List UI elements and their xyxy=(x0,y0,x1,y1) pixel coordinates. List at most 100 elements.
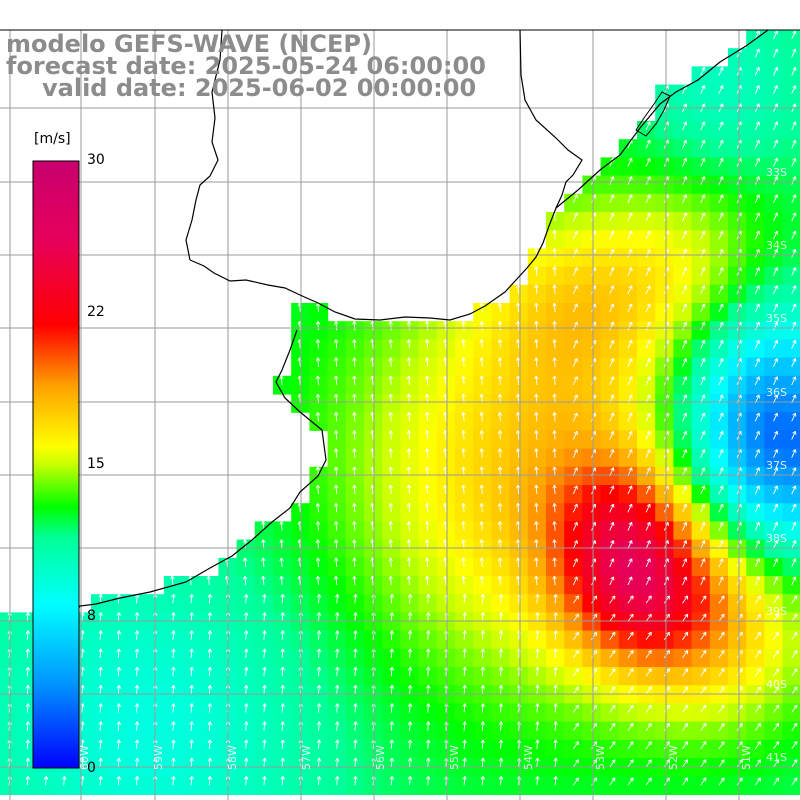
field-cell xyxy=(618,776,638,795)
wind-arrow xyxy=(335,594,340,604)
wind-arrow xyxy=(572,358,578,367)
field-cell xyxy=(709,175,729,195)
field-cell xyxy=(600,685,620,704)
wind-arrow xyxy=(627,285,633,295)
wind-arrow xyxy=(262,630,267,640)
field-cell xyxy=(400,594,420,613)
field-cell xyxy=(782,448,800,468)
field-cell xyxy=(473,594,492,613)
field-cell xyxy=(691,667,711,686)
field-cell xyxy=(455,412,474,431)
wind-arrow xyxy=(773,777,780,786)
field-cell xyxy=(728,394,747,413)
wind-arrow xyxy=(700,212,706,222)
wind-arrow xyxy=(627,558,633,568)
field-cell xyxy=(327,721,347,741)
field-cell xyxy=(564,430,583,450)
field-cell xyxy=(91,594,110,613)
field-cell xyxy=(637,721,656,741)
field-cell xyxy=(364,721,383,741)
wind-arrow xyxy=(407,594,413,604)
field-cell xyxy=(382,321,401,340)
field-cell xyxy=(455,557,474,577)
field-cell xyxy=(527,448,547,468)
field-cell xyxy=(527,703,547,723)
field-cell xyxy=(18,685,37,704)
field-cell xyxy=(455,721,474,741)
wind-arrow xyxy=(315,321,321,331)
field-cell xyxy=(691,412,711,431)
field-cell xyxy=(254,576,274,595)
wind-arrow xyxy=(627,521,633,531)
field-cell xyxy=(491,321,511,340)
field-cell xyxy=(200,648,219,668)
field-cell xyxy=(728,503,747,522)
wind-arrow xyxy=(98,757,103,768)
wind-arrow xyxy=(462,721,467,731)
wind-arrow xyxy=(609,686,616,695)
wind-arrow xyxy=(389,594,395,604)
wind-arrow xyxy=(480,685,486,695)
field-cell xyxy=(564,212,583,231)
wind-arrow xyxy=(736,777,743,786)
wind-arrow xyxy=(353,594,358,604)
field-cell xyxy=(382,594,401,613)
wind-arrow xyxy=(352,575,357,586)
wind-arrow xyxy=(352,539,357,549)
field-cell xyxy=(473,630,492,650)
field-cell xyxy=(436,557,456,577)
wind-arrow xyxy=(773,540,779,549)
field-cell xyxy=(764,139,784,158)
wind-arrow xyxy=(25,739,31,749)
wind-arrow xyxy=(682,412,688,422)
field-cell xyxy=(618,667,638,686)
field-cell xyxy=(564,412,583,431)
field-cell xyxy=(618,375,638,395)
wind-arrow xyxy=(262,612,267,622)
field-cell xyxy=(655,394,674,413)
wind-arrow xyxy=(609,668,616,677)
field-cell xyxy=(436,630,456,650)
field-cell xyxy=(618,685,638,704)
wind-arrow xyxy=(736,631,743,640)
wind-arrow xyxy=(116,703,122,713)
wind-arrow xyxy=(333,357,339,367)
wind-arrow xyxy=(552,539,557,549)
wind-arrow xyxy=(773,558,779,568)
wind-arrow xyxy=(773,85,779,94)
field-cell xyxy=(418,594,438,613)
wind-arrow xyxy=(718,503,724,513)
field-cell xyxy=(382,630,401,650)
field-cell xyxy=(364,485,383,504)
field-cell xyxy=(527,630,547,650)
field-cell xyxy=(746,776,765,795)
wind-arrow xyxy=(389,685,395,695)
field-cell xyxy=(709,284,729,304)
field-cell xyxy=(655,248,674,268)
wind-arrow xyxy=(335,739,340,749)
field-cell xyxy=(382,703,401,723)
field-cell xyxy=(618,139,638,158)
wind-arrow xyxy=(700,722,707,731)
wind-arrow xyxy=(682,558,688,568)
field-cell xyxy=(691,266,711,286)
field-cell xyxy=(491,521,511,541)
field-cell xyxy=(364,521,383,541)
wind-arrow xyxy=(645,339,651,349)
field-cell xyxy=(527,248,547,268)
wind-arrow xyxy=(682,576,688,586)
field-cell xyxy=(382,466,401,486)
field-cell xyxy=(600,357,620,377)
field-cell xyxy=(163,594,183,613)
wind-arrow xyxy=(535,648,540,658)
wind-arrow xyxy=(682,503,688,513)
wind-arrow xyxy=(461,321,466,331)
field-cell xyxy=(546,739,565,759)
field-cell xyxy=(655,121,674,140)
field-cell xyxy=(764,303,784,322)
field-cell xyxy=(673,557,693,577)
field-cell xyxy=(364,648,383,668)
wind-arrow xyxy=(315,375,321,385)
field-cell xyxy=(709,521,729,541)
wind-arrow xyxy=(682,485,688,495)
